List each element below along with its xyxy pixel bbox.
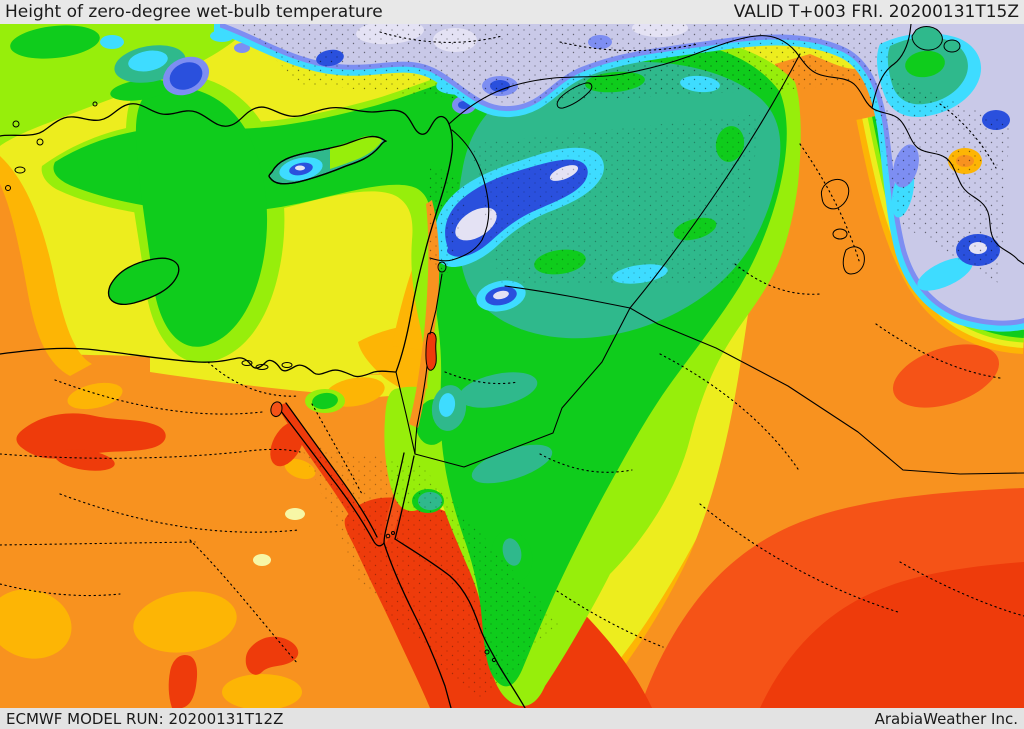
contour-amber-west-band [0,156,92,376]
border-jordan-saudi [414,307,631,468]
valid-time: VALID T+003 FRI. 20200131T15Z [733,2,1019,22]
dotted-line [899,561,1024,617]
bitter-lake [270,401,283,417]
pale-yellow-spot [253,554,271,566]
pale-yellow-spot [285,508,305,520]
dotted-line [207,361,299,397]
lake-habbaniyah [832,228,848,240]
red-patch-west-desert [16,413,166,459]
red-patch [55,449,115,471]
cyan-zagros-streak [917,257,973,291]
cyan-dot [100,35,124,49]
amber-patch [222,674,302,708]
title-bar: Height of zero-degree wet-bulb temperatu… [0,0,1024,24]
cyan-negev-core [438,393,456,417]
island-small [12,120,20,128]
red-patch-snake [245,636,299,675]
map-canvas [0,24,1024,708]
dotted-line [311,403,363,495]
delta-lake [241,360,253,366]
delta-lake [255,364,269,370]
lake-van [911,26,943,51]
amber-patch [0,589,72,659]
dotted-line [734,263,821,295]
cyprus-outline [268,136,387,185]
status-bar: ECMWF MODEL RUN: 20200131T12Z ArabiaWeat… [0,708,1024,729]
speckle-zone-sinai [300,444,560,704]
island-small [5,185,11,191]
border-syria-jordan [504,285,631,309]
speckle-zone-turkey [240,24,900,104]
contour-map [0,24,1024,708]
amber-patch [284,458,316,480]
contour-orange-egypt [0,174,452,708]
island-small [36,138,44,146]
coastline-egypt-levant-turkey [0,103,454,378]
amber-patch [133,591,237,653]
dotted-line [0,448,301,459]
dotted-line [59,493,299,533]
green-patch [110,79,170,101]
border-israel-egypt [395,371,416,455]
lavender-cyprus-core [295,165,305,171]
dotted-line [799,143,861,265]
dotted-line [659,353,801,473]
blue-aegean-deep [169,62,203,90]
green-zagros-core [905,50,945,78]
island-small [92,101,98,107]
teal-jordan-streak [458,372,538,408]
border-iraq-saudi [629,307,1024,475]
dotted-line [54,379,263,415]
dotted-line [0,583,121,597]
dead-sea [425,331,437,371]
border-wadi-araba [414,365,428,455]
speckle-zone-zagros [860,64,1010,284]
credit-label: ArabiaWeather Inc. [874,709,1018,728]
island-rhodes [108,257,180,305]
green-patch [187,98,223,114]
orange-red-blob-ne [892,344,1000,408]
teal-hejaz-core [502,538,522,566]
speckle-zone-lebanon [428,164,470,274]
border-jordan-river-north [429,273,443,335]
dotted-line [189,539,299,665]
green-patch [10,25,100,59]
green-delta-spot [312,392,338,410]
speckle-zone-syria [470,114,760,284]
lavender-amman-core [493,290,509,300]
blue-dot [234,43,250,53]
lake-tharthar [820,178,850,210]
lake-urmia [943,39,961,53]
dotted-line [875,323,1001,379]
teal-jordan-streak [471,444,553,484]
contour-red-se-corner [760,562,1024,708]
dotted-line [539,453,633,473]
cyprus-east-chartreuse [330,135,382,169]
cyprus [268,135,387,185]
red-patch-suez-head [270,421,304,467]
terrain-speckles [240,24,1010,704]
amber-patch [67,382,123,410]
lake-razzaza [842,246,865,275]
island-small [14,166,26,174]
map-title: Height of zero-degree wet-bulb temperatu… [5,2,383,22]
model-run-label: ECMWF MODEL RUN: 20200131T12Z [6,709,284,728]
cyan-aegean-blob [128,50,168,72]
delta-lake [281,362,293,368]
red-patch-south [168,654,198,708]
